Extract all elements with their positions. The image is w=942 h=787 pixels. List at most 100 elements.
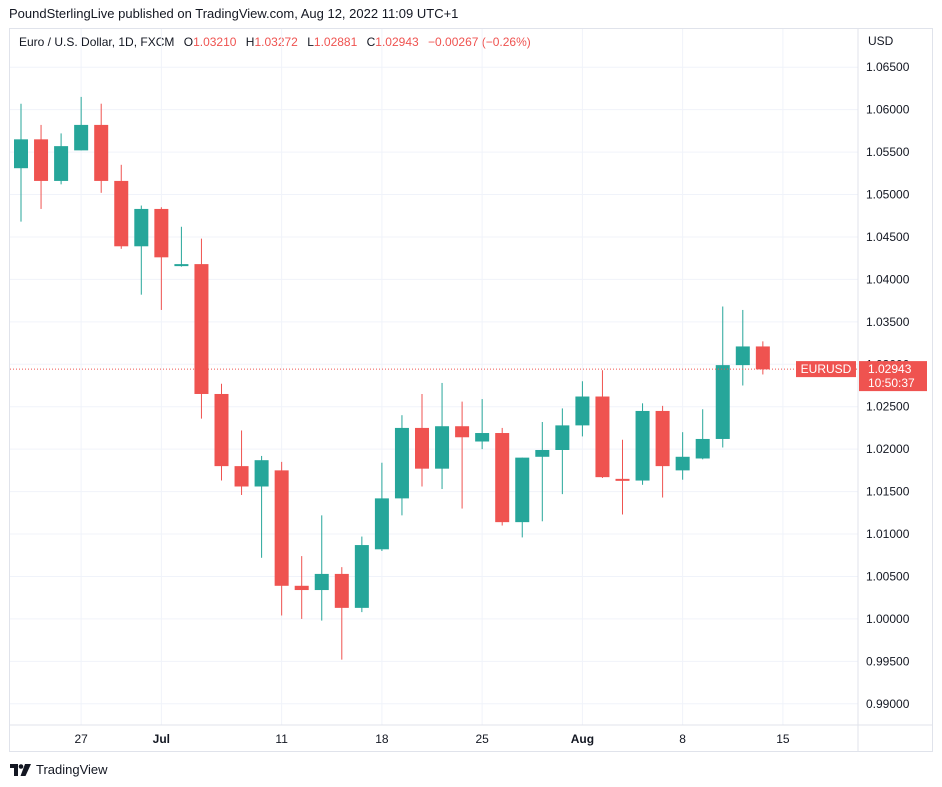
price-tag-countdown: 10:50:37 bbox=[868, 376, 915, 390]
chart-legend: Euro / U.S. Dollar, 1D, FXCM O1.03210 H1… bbox=[19, 35, 531, 49]
chart-frame bbox=[9, 28, 933, 752]
candle-down bbox=[274, 461, 289, 616]
candle-up bbox=[394, 415, 409, 516]
candle-body bbox=[134, 208, 149, 247]
price-tick-label: 1.06500 bbox=[866, 60, 910, 74]
candle-up bbox=[134, 205, 149, 295]
price-tick-label: 1.02500 bbox=[866, 400, 910, 414]
candle-down bbox=[455, 401, 470, 509]
candle-down bbox=[595, 370, 610, 479]
candle-down bbox=[755, 341, 770, 375]
price-tag-value: 1.02943 bbox=[868, 362, 912, 376]
price-tag-bg bbox=[859, 361, 927, 392]
candle-body bbox=[715, 365, 730, 439]
open-value: 1.03210 bbox=[193, 35, 237, 49]
candle-up bbox=[575, 381, 590, 437]
candle-down bbox=[94, 103, 109, 193]
price-tick-label: 1.03500 bbox=[866, 315, 910, 329]
open-label: O bbox=[183, 35, 194, 49]
candle-down bbox=[415, 393, 429, 487]
candle-up bbox=[374, 462, 389, 551]
time-axis[interactable]: 27 Jul 11 18 25 Aug 8 15 bbox=[74, 732, 789, 746]
price-tick-label: 1.06000 bbox=[866, 103, 910, 117]
candle-down bbox=[615, 439, 630, 515]
currency-label: USD bbox=[868, 34, 894, 48]
time-tick-label: 25 bbox=[475, 732, 489, 746]
candle-up bbox=[475, 399, 490, 450]
tradingview-logo-icon bbox=[10, 763, 31, 776]
attribution-header: PoundSterlingLive published on TradingVi… bbox=[9, 6, 459, 21]
close-label: C bbox=[366, 35, 376, 49]
price-tick-label: 1.04000 bbox=[866, 272, 910, 286]
brand-name: TradingView bbox=[36, 762, 108, 777]
candle-body bbox=[274, 470, 289, 586]
price-tick-label: 0.99500 bbox=[866, 654, 910, 668]
candle-body bbox=[535, 449, 550, 457]
candle-up bbox=[174, 226, 189, 267]
high-value: 1.03272 bbox=[254, 35, 298, 49]
low-value: 1.02881 bbox=[313, 35, 358, 49]
candle-body bbox=[394, 427, 409, 499]
candle-body bbox=[455, 426, 470, 438]
candle-body bbox=[374, 498, 389, 550]
candle-body bbox=[475, 433, 490, 442]
price-tick-label: 1.01000 bbox=[866, 527, 910, 541]
candle-body bbox=[495, 433, 510, 523]
candle-body bbox=[294, 585, 309, 591]
price-tick-label: 1.05000 bbox=[866, 188, 910, 202]
price-tick-label: 1.05500 bbox=[866, 145, 910, 159]
time-tick-label: Aug bbox=[571, 732, 594, 746]
high-label: H bbox=[245, 35, 255, 49]
close-value: 1.02943 bbox=[375, 35, 419, 49]
candle-down bbox=[294, 556, 309, 619]
candle-body bbox=[415, 427, 429, 469]
time-tick-label: Jul bbox=[153, 732, 170, 746]
price-axis[interactable]: 0.99000 0.99500 1.00000 1.00500 1.01000 1.015… bbox=[866, 60, 910, 711]
time-tick-label: 8 bbox=[679, 732, 686, 746]
candle-body bbox=[515, 457, 530, 523]
candle-body bbox=[94, 124, 109, 181]
candle-up bbox=[435, 382, 450, 490]
candle-body bbox=[194, 264, 209, 394]
candle-up bbox=[735, 309, 750, 386]
candle-down bbox=[34, 124, 49, 209]
candle-body bbox=[314, 573, 329, 591]
change-value: −0.00267 (−0.26%) bbox=[428, 35, 531, 49]
candle-body bbox=[254, 460, 269, 487]
candle-body bbox=[575, 396, 590, 426]
candle-down bbox=[234, 430, 249, 495]
candle-up bbox=[314, 515, 329, 621]
price-tick-label: 1.01500 bbox=[866, 485, 910, 499]
price-tick-label: 1.02000 bbox=[866, 442, 910, 456]
symbol-tag-label: EURUSD bbox=[801, 362, 852, 376]
candle-body bbox=[174, 264, 189, 267]
candle-body bbox=[214, 393, 229, 467]
candle-up bbox=[675, 432, 690, 480]
candle-down bbox=[114, 164, 129, 249]
candle-body bbox=[154, 208, 169, 258]
candle-down bbox=[655, 405, 670, 498]
candle-up bbox=[555, 408, 570, 495]
candle-up bbox=[635, 403, 650, 485]
footer-brand[interactable]: TradingView bbox=[10, 762, 108, 777]
candle-body bbox=[14, 139, 28, 169]
candle-body bbox=[735, 346, 750, 366]
symbol-tag-bg bbox=[796, 361, 856, 378]
price-tick-label: 1.00000 bbox=[866, 612, 910, 626]
candle-body bbox=[234, 466, 249, 487]
candle-up bbox=[535, 421, 550, 522]
low-label: L bbox=[307, 35, 314, 49]
symbol-description: Euro / U.S. Dollar, 1D, FXCM bbox=[19, 35, 175, 49]
time-tick-label: 27 bbox=[74, 732, 88, 746]
candle-body bbox=[54, 146, 69, 181]
candle-body bbox=[695, 438, 710, 459]
time-tick-label: 18 bbox=[375, 732, 389, 746]
candle-up bbox=[74, 96, 89, 151]
candle-up bbox=[695, 409, 710, 460]
grid-lines bbox=[10, 29, 858, 725]
candle-up bbox=[515, 457, 530, 538]
candle-up bbox=[354, 536, 369, 613]
candle-body bbox=[755, 346, 770, 370]
candle-up bbox=[54, 133, 69, 185]
